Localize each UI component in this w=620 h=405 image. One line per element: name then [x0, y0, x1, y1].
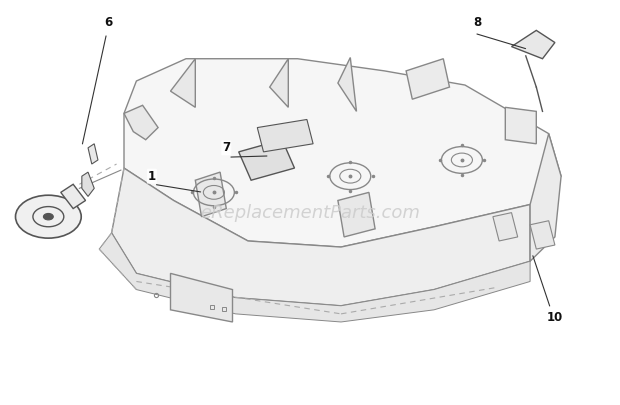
Text: 10: 10: [547, 311, 563, 324]
Polygon shape: [124, 105, 158, 140]
Text: 1: 1: [148, 170, 156, 183]
Text: eReplacementParts.com: eReplacementParts.com: [200, 204, 420, 222]
Text: 8: 8: [473, 16, 482, 29]
Polygon shape: [493, 213, 518, 241]
Polygon shape: [338, 58, 356, 111]
Polygon shape: [406, 59, 450, 99]
Polygon shape: [124, 59, 561, 247]
Polygon shape: [99, 233, 530, 322]
Text: 7: 7: [222, 141, 231, 154]
Polygon shape: [530, 221, 555, 249]
Polygon shape: [257, 119, 313, 152]
Polygon shape: [505, 107, 536, 144]
Circle shape: [43, 213, 53, 220]
Polygon shape: [170, 273, 232, 322]
Polygon shape: [338, 192, 375, 237]
Polygon shape: [530, 134, 561, 261]
Polygon shape: [239, 140, 294, 180]
Polygon shape: [195, 172, 226, 217]
Polygon shape: [170, 59, 195, 107]
Polygon shape: [112, 168, 530, 306]
Text: 6: 6: [104, 16, 113, 29]
Polygon shape: [270, 59, 288, 107]
Circle shape: [16, 195, 81, 238]
Polygon shape: [61, 184, 86, 209]
Polygon shape: [88, 144, 98, 164]
Polygon shape: [82, 172, 94, 196]
Polygon shape: [512, 30, 555, 59]
